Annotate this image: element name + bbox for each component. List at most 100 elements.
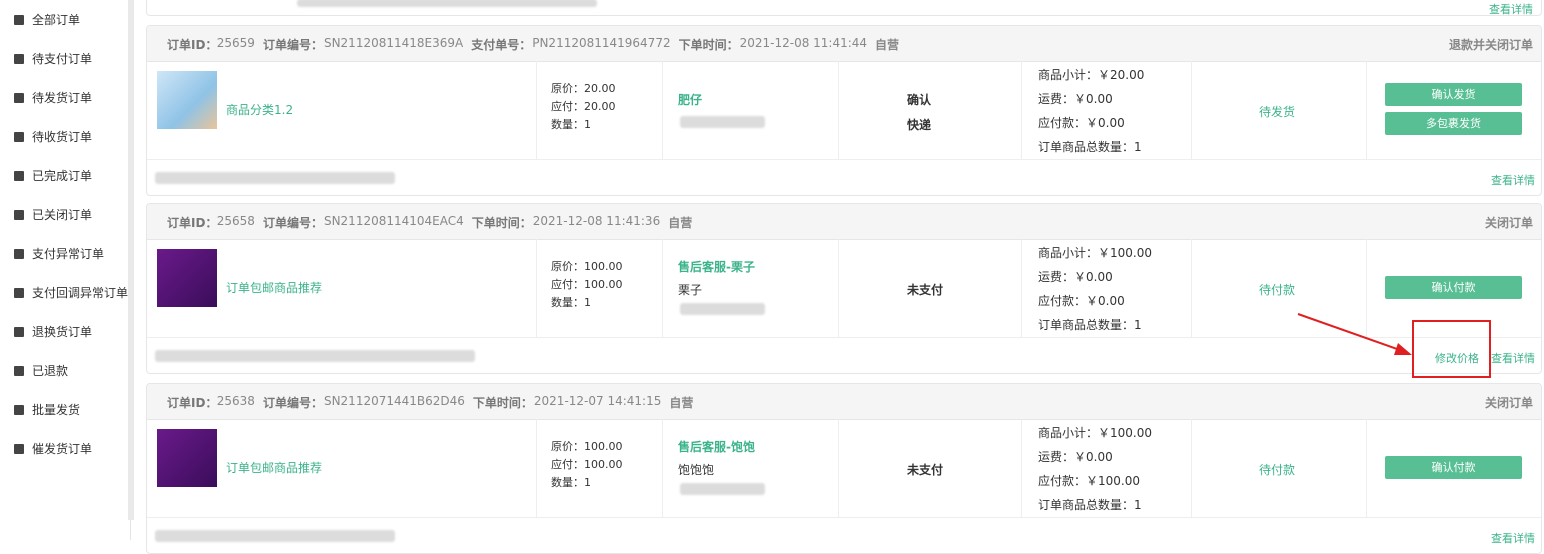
menu-icon <box>14 54 24 64</box>
field-label: 订单ID： <box>167 396 218 410</box>
price-line: 应付：100.00 <box>551 278 623 291</box>
menu-item[interactable]: 待收货订单 <box>14 128 92 145</box>
total-line: 商品小计：￥100.00 <box>1038 246 1152 260</box>
menu-icon <box>14 210 24 220</box>
blurred-text <box>297 0 597 7</box>
column-divider <box>1366 419 1367 517</box>
shipping-text: 确认 <box>907 93 932 107</box>
total-line: 运费：￥0.00 <box>1038 270 1113 284</box>
price-line: 数量：1 <box>551 476 591 489</box>
footer-link[interactable]: 查看详情 <box>1491 352 1535 365</box>
menu-label: 待支付订单 <box>32 52 93 66</box>
customer-service: 售后客服-栗子 <box>678 260 755 274</box>
field-label: 订单编号： <box>262 38 323 52</box>
blurred-text <box>155 350 475 362</box>
action-button[interactable]: 确认付款 <box>1385 456 1522 479</box>
menu-item[interactable]: 批量发货 <box>14 401 80 418</box>
total-line: 运费：￥0.00 <box>1038 92 1113 106</box>
order-action[interactable]: 退款并关闭订单 <box>1448 38 1533 52</box>
menu-item[interactable]: 已完成订单 <box>14 167 92 184</box>
menu-icon <box>14 405 24 415</box>
tag: 自营 <box>668 216 693 230</box>
blurred-text <box>155 172 395 184</box>
column-divider <box>536 61 537 159</box>
menu-label: 支付异常订单 <box>32 247 105 261</box>
menu-item[interactable]: 支付异常订单 <box>14 245 104 262</box>
footer-link[interactable]: 修改价格 <box>1435 352 1479 365</box>
price-line: 原价：20.00 <box>551 82 616 95</box>
menu-label: 退换货订单 <box>32 325 93 339</box>
menu-item[interactable]: 待支付订单 <box>14 50 92 67</box>
product-name[interactable]: 订单包邮商品推荐 <box>226 461 323 475</box>
menu-label: 催发货订单 <box>32 442 93 456</box>
menu-label: 已关闭订单 <box>32 208 93 222</box>
customer-service: 售后客服-饱饱 <box>678 440 755 454</box>
column-divider <box>1021 239 1022 337</box>
price-line: 数量：1 <box>551 118 591 131</box>
blurred-text <box>680 483 765 495</box>
customer-contact: 栗子 <box>678 283 703 297</box>
tag: 自营 <box>669 396 694 410</box>
menu-icon <box>14 15 24 25</box>
product-image <box>157 429 217 487</box>
menu-label: 全部订单 <box>32 13 81 27</box>
total-line: 运费：￥0.00 <box>1038 450 1113 464</box>
sidebar: 全部订单待支付订单待发货订单待收货订单已完成订单已关闭订单支付异常订单支付回调异… <box>0 0 131 540</box>
customer-service: 肥仔 <box>678 93 703 107</box>
menu-item[interactable]: 退换货订单 <box>14 323 92 340</box>
shipping-text: 快递 <box>907 118 932 132</box>
field-value: 2021-12-08 11:41:44 <box>739 36 868 50</box>
field-value: 25658 <box>216 214 255 228</box>
menu-item[interactable]: 已关闭订单 <box>14 206 92 223</box>
field-label: 下单时间： <box>678 38 739 52</box>
footer-link[interactable]: 查看详情 <box>1491 532 1535 545</box>
field-label: 订单ID： <box>167 216 218 230</box>
column-divider <box>662 239 663 337</box>
field-value: SN21120811418E369A <box>323 36 464 50</box>
menu-item[interactable]: 支付回调异常订单 <box>14 284 128 301</box>
product-name[interactable]: 商品分类1.2 <box>226 103 294 117</box>
menu-item[interactable]: 全部订单 <box>14 11 80 28</box>
order-action[interactable]: 关闭订单 <box>1484 216 1533 230</box>
product-name[interactable]: 订单包邮商品推荐 <box>226 281 323 295</box>
column-divider <box>838 239 839 337</box>
field-label: 订单编号： <box>262 396 323 410</box>
menu-label: 待收货订单 <box>32 130 93 144</box>
menu-label: 批量发货 <box>32 403 81 417</box>
total-line: 订单商品总数量：1 <box>1038 318 1142 332</box>
menu-label: 已完成订单 <box>32 169 93 183</box>
product-image <box>157 249 217 307</box>
detail-link[interactable]: 查看详情 <box>1489 3 1533 16</box>
menu-label: 已退款 <box>32 364 69 378</box>
menu-icon <box>14 327 24 337</box>
column-divider <box>1191 61 1192 159</box>
footer-link[interactable]: 查看详情 <box>1491 174 1535 187</box>
action-button[interactable]: 多包裹发货 <box>1385 112 1522 135</box>
menu-item[interactable]: 催发货订单 <box>14 440 92 457</box>
total-line: 订单商品总数量：1 <box>1038 140 1142 154</box>
price-line: 数量：1 <box>551 296 591 309</box>
price-line: 应付：100.00 <box>551 458 623 471</box>
field-value: 25659 <box>216 36 255 50</box>
blurred-text <box>680 303 765 315</box>
order-card-partial: 查看详情 <box>146 0 1542 16</box>
field-label: 支付单号： <box>471 38 532 52</box>
column-divider <box>1021 61 1022 159</box>
menu-icon <box>14 444 24 454</box>
menu-item[interactable]: 已退款 <box>14 362 68 379</box>
menu-icon <box>14 171 24 181</box>
order-action[interactable]: 关闭订单 <box>1484 396 1533 410</box>
shipping-text: 未支付 <box>907 283 944 297</box>
action-button[interactable]: 确认发货 <box>1385 83 1522 106</box>
action-button[interactable]: 确认付款 <box>1385 276 1522 299</box>
total-line: 订单商品总数量：1 <box>1038 498 1142 512</box>
column-divider <box>1191 419 1192 517</box>
tag: 自营 <box>875 38 900 52</box>
column-divider <box>536 239 537 337</box>
total-line: 商品小计：￥20.00 <box>1038 68 1145 82</box>
order-header: 订单ID： 25658 订单编号： SN211208114104EAC4 下单时间： 20… <box>147 204 1541 240</box>
order-footer: 查看详情 修改价格 <box>147 337 1541 373</box>
menu-item[interactable]: 待发货订单 <box>14 89 92 106</box>
